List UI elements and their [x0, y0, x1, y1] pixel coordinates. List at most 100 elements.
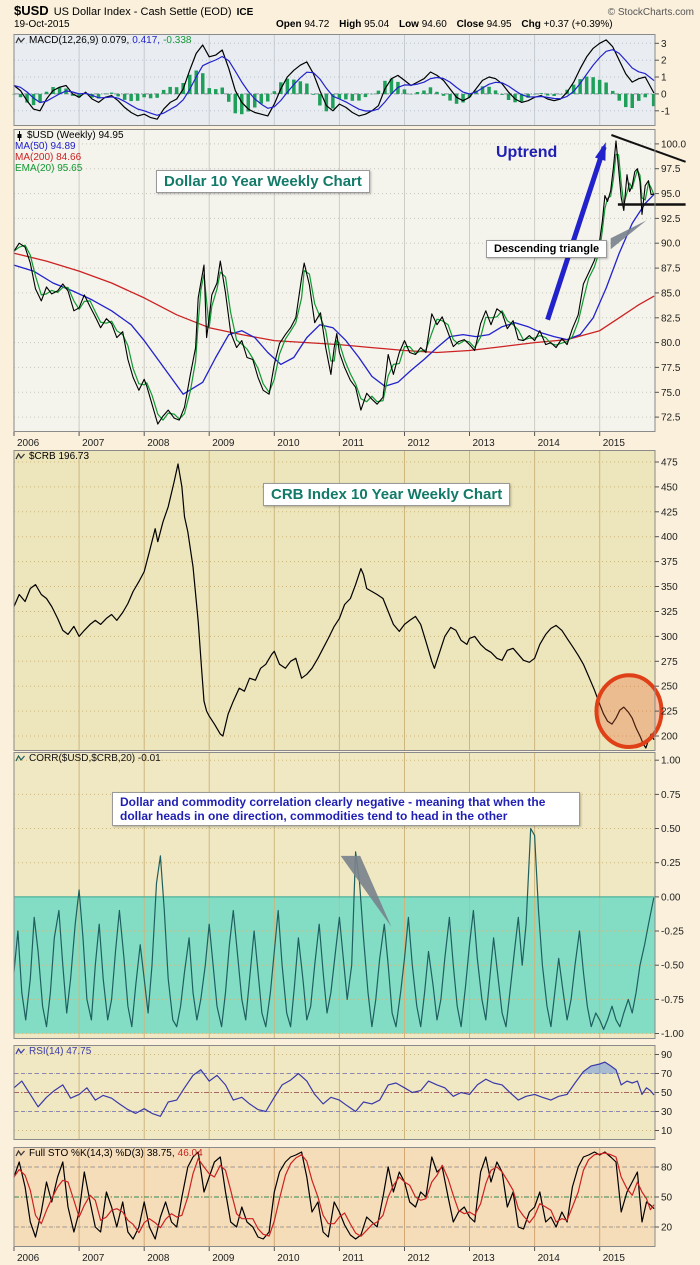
- svg-text:20: 20: [661, 1223, 673, 1234]
- ma50-legend: MA(50) 94.89: [15, 141, 76, 152]
- macd-legend: MACD(12,26,9) 0.079, 0.417, -0.338: [15, 35, 191, 46]
- macd-value: 0.079,: [101, 35, 130, 46]
- ma200-legend: MA(200) 84.66: [15, 152, 82, 163]
- chart-header: $USD US Dollar Index - Cash Settle (EOD)…: [0, 0, 700, 33]
- svg-text:2011: 2011: [342, 1253, 364, 1264]
- macd-panel: 3 2 1 0 -1 MACD(12,26,9) 0.079, 0.417, -0.33…: [0, 34, 700, 126]
- svg-text:0.00: 0.00: [661, 892, 681, 903]
- svg-text:2007: 2007: [82, 438, 105, 449]
- quote-close: Close 94.95: [457, 19, 512, 30]
- svg-text:2015: 2015: [603, 1253, 626, 1264]
- svg-text:-0.75: -0.75: [661, 995, 684, 1006]
- stochastics-plot: 80 50 20 2006 2007 2008 2009 2010 2011 2012 2013 20…: [13, 1147, 673, 1264]
- svg-text:2006: 2006: [17, 1253, 40, 1264]
- quote-open: Open 94.72: [276, 19, 329, 30]
- svg-text:2009: 2009: [212, 438, 235, 449]
- svg-text:50: 50: [661, 1193, 673, 1204]
- svg-text:200: 200: [661, 732, 678, 743]
- correlation-legend-title: CORR($USD,$CRB,20) -0.01: [29, 753, 161, 764]
- svg-text:425: 425: [661, 507, 678, 518]
- svg-text:77.5: 77.5: [661, 363, 681, 374]
- svg-text:95.0: 95.0: [661, 189, 681, 200]
- svg-text:400: 400: [661, 532, 678, 543]
- rsi-panel: 90 70 50 30 10 RSI(14) 47.75: [0, 1045, 700, 1140]
- stochastics-k-value: 38.75,: [146, 1148, 175, 1159]
- chart-date: 19-Oct-2015: [14, 19, 70, 30]
- price-legend: $USD (Weekly) 94.95 MA(50) 94.89 MA(200)…: [15, 130, 124, 174]
- svg-text:2014: 2014: [538, 438, 561, 449]
- quote-high: High 95.04: [339, 19, 389, 30]
- svg-text:0.75: 0.75: [661, 790, 681, 801]
- svg-text:-0.25: -0.25: [661, 927, 684, 938]
- svg-text:2010: 2010: [277, 438, 300, 449]
- quote-chg: Chg +0.37 (+0.39%): [521, 19, 612, 30]
- svg-text:72.5: 72.5: [661, 413, 681, 424]
- svg-text:90: 90: [661, 1050, 673, 1061]
- macd-legend-icon: [15, 36, 26, 45]
- crb-legend: $CRB 196.73: [15, 451, 89, 462]
- macd-hist-value: -0.338: [163, 35, 192, 46]
- svg-text:300: 300: [661, 632, 678, 643]
- chg-value: +0.37 (+0.39%): [543, 19, 613, 30]
- quote-low: Low 94.60: [399, 19, 447, 30]
- svg-text:100.0: 100.0: [661, 139, 686, 150]
- svg-text:2006: 2006: [17, 438, 40, 449]
- svg-text:-1.00: -1.00: [661, 1029, 684, 1039]
- close-value: 94.95: [486, 19, 512, 30]
- svg-text:2013: 2013: [473, 1253, 496, 1264]
- ema20-legend: EMA(20) 95.65: [15, 163, 83, 174]
- svg-text:87.5: 87.5: [661, 264, 681, 275]
- price-legend-main: $USD (Weekly) 94.95: [27, 130, 124, 141]
- price-panel: 100.0 97.5 95.0 92.5 90.0 87.5 85.0 82.5 80.0 77.…: [0, 129, 700, 450]
- exchange: ICE: [236, 7, 254, 18]
- stochastics-panel: 80 50 20 2006 2007 2008 2009 2010 2011 2012 2013 20…: [0, 1147, 700, 1265]
- svg-text:30: 30: [661, 1107, 673, 1118]
- close-label: Close: [456, 19, 484, 30]
- svg-text:0.50: 0.50: [661, 824, 681, 835]
- svg-text:2010: 2010: [277, 1253, 300, 1264]
- svg-text:2012: 2012: [408, 438, 431, 449]
- open-label: Open: [276, 19, 302, 30]
- svg-text:250: 250: [661, 682, 678, 693]
- svg-text:2012: 2012: [408, 1253, 431, 1264]
- price-legend-main-row: $USD (Weekly) 94.95: [15, 130, 124, 141]
- svg-text:0: 0: [661, 89, 667, 100]
- svg-text:275: 275: [661, 657, 678, 668]
- crb-legend-title: $CRB 196.73: [29, 451, 90, 462]
- svg-text:2011: 2011: [342, 438, 364, 449]
- rsi-legend-title: RSI(14) 47.75: [29, 1046, 92, 1057]
- svg-text:70: 70: [661, 1069, 673, 1080]
- svg-text:2007: 2007: [82, 1253, 105, 1264]
- svg-text:2: 2: [661, 56, 667, 67]
- svg-text:-1: -1: [661, 106, 670, 117]
- high-label: High: [339, 19, 362, 30]
- copyright: © StockCharts.com: [607, 7, 694, 18]
- macd-legend-row: MACD(12,26,9) 0.079, 0.417, -0.338: [15, 35, 191, 46]
- macd-legend-title: MACD(12,26,9): [29, 35, 99, 46]
- rsi-legend-icon: [15, 1047, 26, 1056]
- svg-text:325: 325: [661, 607, 678, 618]
- crb-panel: 475 450 425 400 375 350 325 300 275 250 225 200 $CR…: [0, 450, 700, 751]
- svg-text:2008: 2008: [147, 438, 170, 449]
- svg-text:450: 450: [661, 482, 678, 493]
- svg-text:1: 1: [661, 73, 667, 84]
- correlation-legend-icon: [15, 754, 26, 763]
- correlation-legend-row: CORR($USD,$CRB,20) -0.01: [15, 753, 161, 764]
- open-value: 94.72: [304, 19, 330, 30]
- descending-triangle-label: Descending triangle: [486, 240, 608, 258]
- chg-label: Chg: [521, 19, 541, 30]
- svg-text:90.0: 90.0: [661, 239, 681, 250]
- ema20-legend-row: EMA(20) 95.65: [15, 163, 124, 174]
- quote-row: 19-Oct-2015 Open 94.72 High 95.04 Low 94…: [14, 19, 694, 32]
- crb-title-note: CRB Index 10 Year Weekly Chart: [263, 483, 511, 506]
- symbol: $USD: [14, 3, 49, 18]
- low-label: Low: [398, 19, 419, 30]
- uptrend-label: Uptrend: [496, 144, 558, 161]
- svg-text:2015: 2015: [603, 438, 626, 449]
- quote-bar: Open 94.72 High 95.04 Low 94.60 Close 94…: [276, 19, 620, 30]
- svg-text:80: 80: [661, 1163, 673, 1174]
- crb-legend-row: $CRB 196.73: [15, 451, 89, 462]
- svg-text:225: 225: [661, 707, 678, 718]
- svg-text:-0.50: -0.50: [661, 961, 684, 972]
- svg-text:92.5: 92.5: [661, 214, 681, 225]
